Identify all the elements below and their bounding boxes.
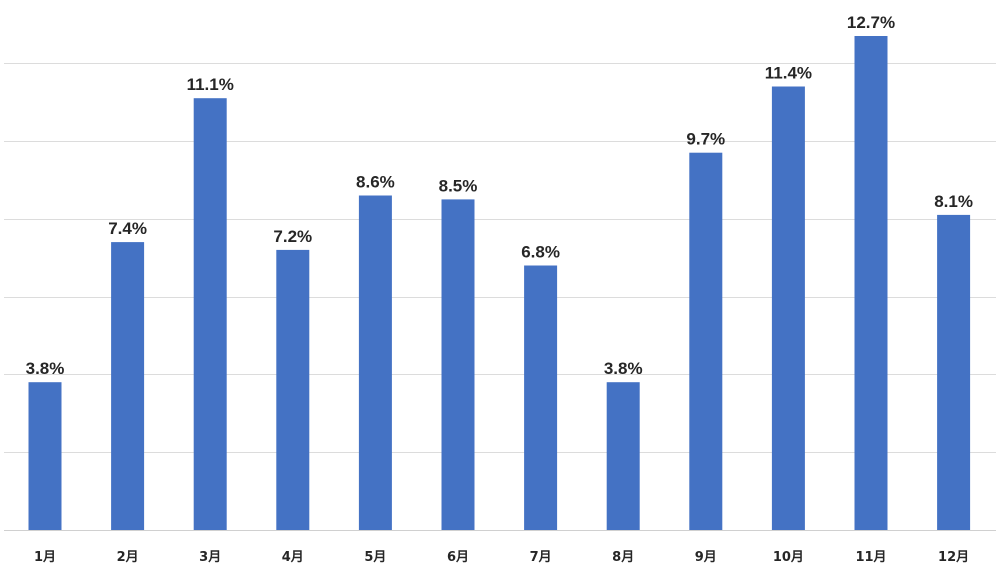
bar-11: [854, 36, 888, 530]
x-tick-label-6: 6月: [447, 550, 469, 565]
bar-12: [937, 214, 971, 530]
x-tick-label-5: 5月: [364, 550, 386, 565]
bar-9: [689, 152, 723, 530]
data-label-4: 7.2%: [273, 227, 312, 246]
data-label-10: 11.4%: [765, 64, 812, 83]
bar-2: [111, 242, 145, 530]
data-label-12: 8.1%: [934, 192, 973, 211]
x-tick-label-12: 12月: [938, 550, 969, 565]
data-label-7: 6.8%: [521, 243, 560, 262]
gridlines: [4, 63, 996, 531]
bar-5: [358, 195, 392, 530]
x-tick-label-1: 1月: [34, 550, 56, 565]
bar-6: [441, 199, 475, 530]
data-label-8: 3.8%: [604, 359, 643, 378]
bar-8: [606, 382, 640, 530]
data-label-1: 3.8%: [26, 359, 65, 378]
bar-3: [193, 98, 227, 530]
x-tick-label-9: 9月: [695, 550, 717, 565]
x-tick-label-2: 2月: [117, 550, 139, 565]
data-label-11: 12.7%: [847, 13, 895, 32]
bar-1: [28, 382, 62, 530]
x-tick-label-7: 7月: [530, 550, 552, 565]
data-labels: 3.8% 7.4% 11.1% 7.2% 8.6% 8.5% 6.8% 3.8% 9.7% 11.…: [26, 13, 973, 378]
data-label-2: 7.4%: [108, 219, 147, 238]
data-label-3: 11.1%: [187, 75, 234, 94]
bar-10: [771, 86, 805, 530]
x-tick-labels: 1月 2月 3月 4月 5月 6月 7月 8月 9月 10月 11月 12月: [34, 550, 969, 565]
x-tick-label-11: 11月: [855, 550, 886, 565]
bar-7: [524, 265, 558, 530]
x-tick-label-4: 4月: [282, 550, 304, 565]
x-tick-label-10: 10月: [773, 550, 804, 565]
x-tick-label-3: 3月: [199, 550, 221, 565]
data-label-6: 8.5%: [439, 176, 478, 195]
data-label-9: 9.7%: [686, 130, 725, 149]
x-tick-label-8: 8月: [612, 550, 634, 565]
data-label-5: 8.6%: [356, 173, 395, 192]
bars: [28, 36, 971, 530]
bar-4: [276, 249, 310, 530]
